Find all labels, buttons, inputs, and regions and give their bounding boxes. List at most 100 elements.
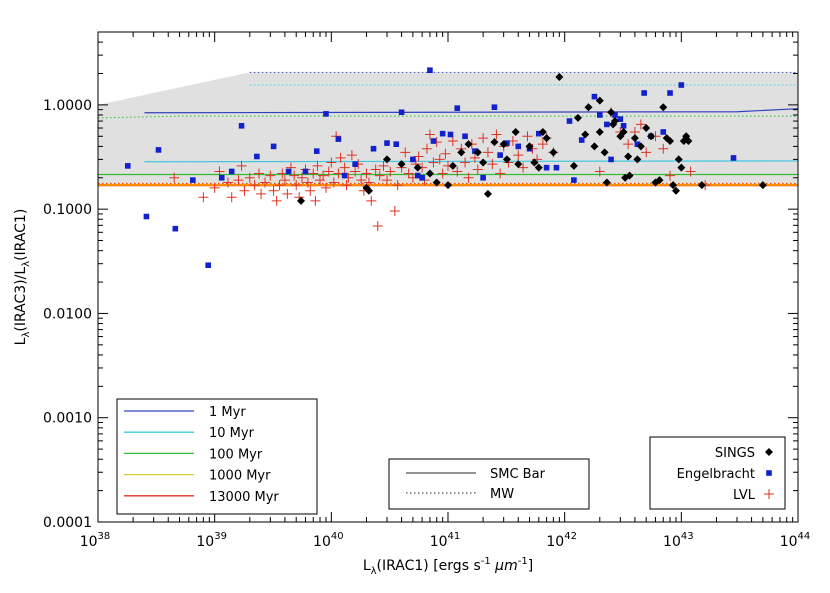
y-axis-label-part-1: λ [21,332,32,338]
point-lvl-39 [333,168,344,179]
legend-samples-box [649,436,786,510]
point-sings-57 [677,163,686,172]
point-lvl-84 [478,133,489,144]
point-sings-42 [624,152,633,161]
x-axis-label-base: L [363,558,371,574]
legend-sample-marker-0 [765,448,773,456]
legend-sample-marker-1 [766,470,772,476]
point-lvl-36 [326,157,337,168]
series-engelbracht [124,67,737,269]
x-tick-label-3: 1041 [430,531,461,550]
point-lvl-0 [169,172,180,183]
point-lvl-50 [363,177,374,188]
point-lvl-10 [249,180,260,191]
point-lvl-86 [487,159,498,170]
point-lvl-22 [289,170,300,181]
point-engelbracht-35 [504,140,510,146]
point-sings-20 [525,142,534,151]
point-lvl-56 [381,175,392,186]
point-sings-54 [669,181,678,190]
point-sings-18 [511,127,520,136]
point-engelbracht-31 [472,148,478,154]
point-sings-51 [659,103,668,112]
point-lvl-52 [370,164,381,175]
x-axis-label-sub: λ [371,566,377,577]
point-sings-35 [602,178,611,187]
point-engelbracht-38 [535,130,542,137]
point-sings-62 [758,181,767,190]
point-sings-7 [432,178,441,187]
point-lvl-2 [209,182,220,193]
point-engelbracht-42 [571,177,577,183]
point-lvl-9 [244,172,255,183]
point-engelbracht-43 [578,137,585,143]
y-tick-label-3: 0.0010 [43,411,92,427]
point-lvl-76 [447,136,458,147]
point-lvl-33 [318,170,329,181]
point-sings-8 [444,181,452,190]
point-sings-23 [538,127,547,136]
point-lvl-93 [518,162,529,173]
point-engelbracht-26 [430,138,437,144]
line-smc-10-myr [144,160,799,163]
point-sings-17 [502,155,511,164]
point-engelbracht-47 [608,156,614,163]
point-sings-36 [607,108,616,117]
point-sings-53 [666,137,675,146]
point-engelbracht-46 [604,121,610,128]
legend-styles: SMC Bar MW [388,458,590,510]
point-lvl-62 [403,168,414,179]
point-sings-30 [584,103,593,112]
legend-sample-marker-2 [764,489,774,499]
legend-styles-box [388,458,590,510]
y-tick-label-2: 0.0100 [43,306,92,322]
point-engelbracht-14 [323,111,329,117]
point-lvl-1 [198,192,209,203]
x-axis-label-mu: μm [494,558,518,574]
point-sings-55 [671,186,680,195]
point-engelbracht-34 [497,152,503,158]
point-sings-21 [530,158,539,167]
y-tick-label-1: 0.1000 [43,202,92,218]
point-lvl-54 [374,170,385,181]
point-engelbracht-44 [591,93,598,100]
point-sings-40 [619,127,628,136]
point-sings-43 [625,171,634,180]
point-engelbracht-52 [641,90,647,96]
point-engelbracht-24 [419,174,425,181]
point-sings-46 [636,142,645,151]
point-engelbracht-18 [370,145,377,152]
point-lvl-29 [308,168,319,179]
point-lvl-16 [271,195,282,206]
point-lvl-77 [452,166,463,177]
x-tick-label-5: 1043 [663,531,694,550]
point-lvl-5 [226,192,237,203]
point-lvl-72 [434,154,445,165]
point-lvl-55 [378,160,389,171]
point-engelbracht-55 [667,90,673,96]
point-engelbracht-2 [155,147,162,153]
point-sings-4 [397,160,406,169]
line-smc-1-myr [144,108,799,114]
point-lvl-25 [296,172,307,183]
point-engelbracht-57 [730,155,737,161]
point-sings-33 [595,127,604,136]
legend-models-box [116,398,318,515]
point-sings-14 [483,189,492,198]
point-lvl-19 [279,175,290,186]
point-lvl-58 [389,206,400,217]
point-lvl-80 [463,172,474,183]
point-lvl-45 [350,166,361,177]
point-lvl-92 [513,150,524,161]
point-sings-61 [697,181,706,190]
point-engelbracht-51 [634,141,641,147]
point-lvl-34 [320,182,331,193]
point-engelbracht-22 [410,156,416,163]
legend-models-label-3: 1000 Myr [209,469,271,484]
point-lvl-94 [522,131,533,142]
point-lvl-42 [341,180,352,191]
legend-models-label-1: 10 Myr [209,426,255,441]
point-lvl-103 [623,139,634,150]
point-lvl-83 [472,164,483,175]
axis-ticks: 1038 1039 1040 1041 1042 1043 1044 1.0000 0.1000… [43,31,810,550]
